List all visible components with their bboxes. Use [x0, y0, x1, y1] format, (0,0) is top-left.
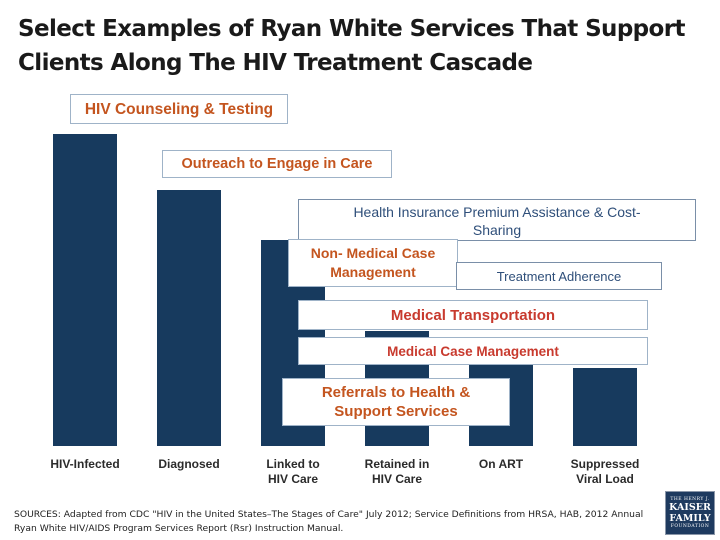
kff-logo: THE HENRY J. KAISER FAMILY FOUNDATION [665, 491, 715, 535]
service-non-medical-case-management: Non- Medical Case Management [288, 239, 458, 287]
service-label: Medical Transportation [390, 306, 556, 324]
logo-line: FOUNDATION [670, 524, 710, 529]
page-title: Select Examples of Ryan White Services T… [18, 16, 685, 76]
service-hiv-counseling-testing: HIV Counseling & Testing [70, 94, 288, 124]
bar-0 [53, 134, 117, 446]
service-medical-transportation: Medical Transportation [298, 300, 648, 330]
service-label: Health Insurance Premium Assistance & Co… [353, 204, 641, 238]
service-referrals: Referrals to Health & Support Services [282, 378, 510, 426]
x-tick-label: Suppressed Viral Load [570, 457, 640, 486]
x-tick-label: Diagnosed [158, 457, 220, 471]
bar-1 [157, 190, 221, 446]
bar-5 [573, 368, 637, 446]
service-medical-case-management: Medical Case Management [298, 337, 648, 365]
service-label: Medical Case Management [387, 343, 559, 359]
service-treatment-adherence: Treatment Adherence [456, 262, 662, 290]
service-label: Treatment Adherence [496, 268, 622, 284]
service-label: Outreach to Engage in Care [181, 155, 373, 172]
service-label: HIV Counseling & Testing [84, 100, 274, 118]
service-insurance-assistance: Health Insurance Premium Assistance & Co… [298, 199, 696, 241]
logo-line: KAISER [669, 502, 711, 513]
x-tick-label: On ART [478, 457, 524, 471]
sources-note: SOURCES: Adapted from CDC "HIV in the Un… [14, 509, 644, 534]
service-outreach: Outreach to Engage in Care [162, 150, 392, 178]
x-tick-label: Linked to HIV Care [266, 457, 320, 486]
service-label: Non- Medical Case Management [310, 245, 436, 280]
x-tick-label: Retained in HIV Care [364, 457, 430, 486]
service-label: Referrals to Health & Support Services [321, 384, 471, 420]
x-tick-label: HIV-Infected [50, 457, 120, 471]
logo-line: THE HENRY J. [670, 497, 710, 502]
logo-line: FAMILY [669, 513, 711, 524]
